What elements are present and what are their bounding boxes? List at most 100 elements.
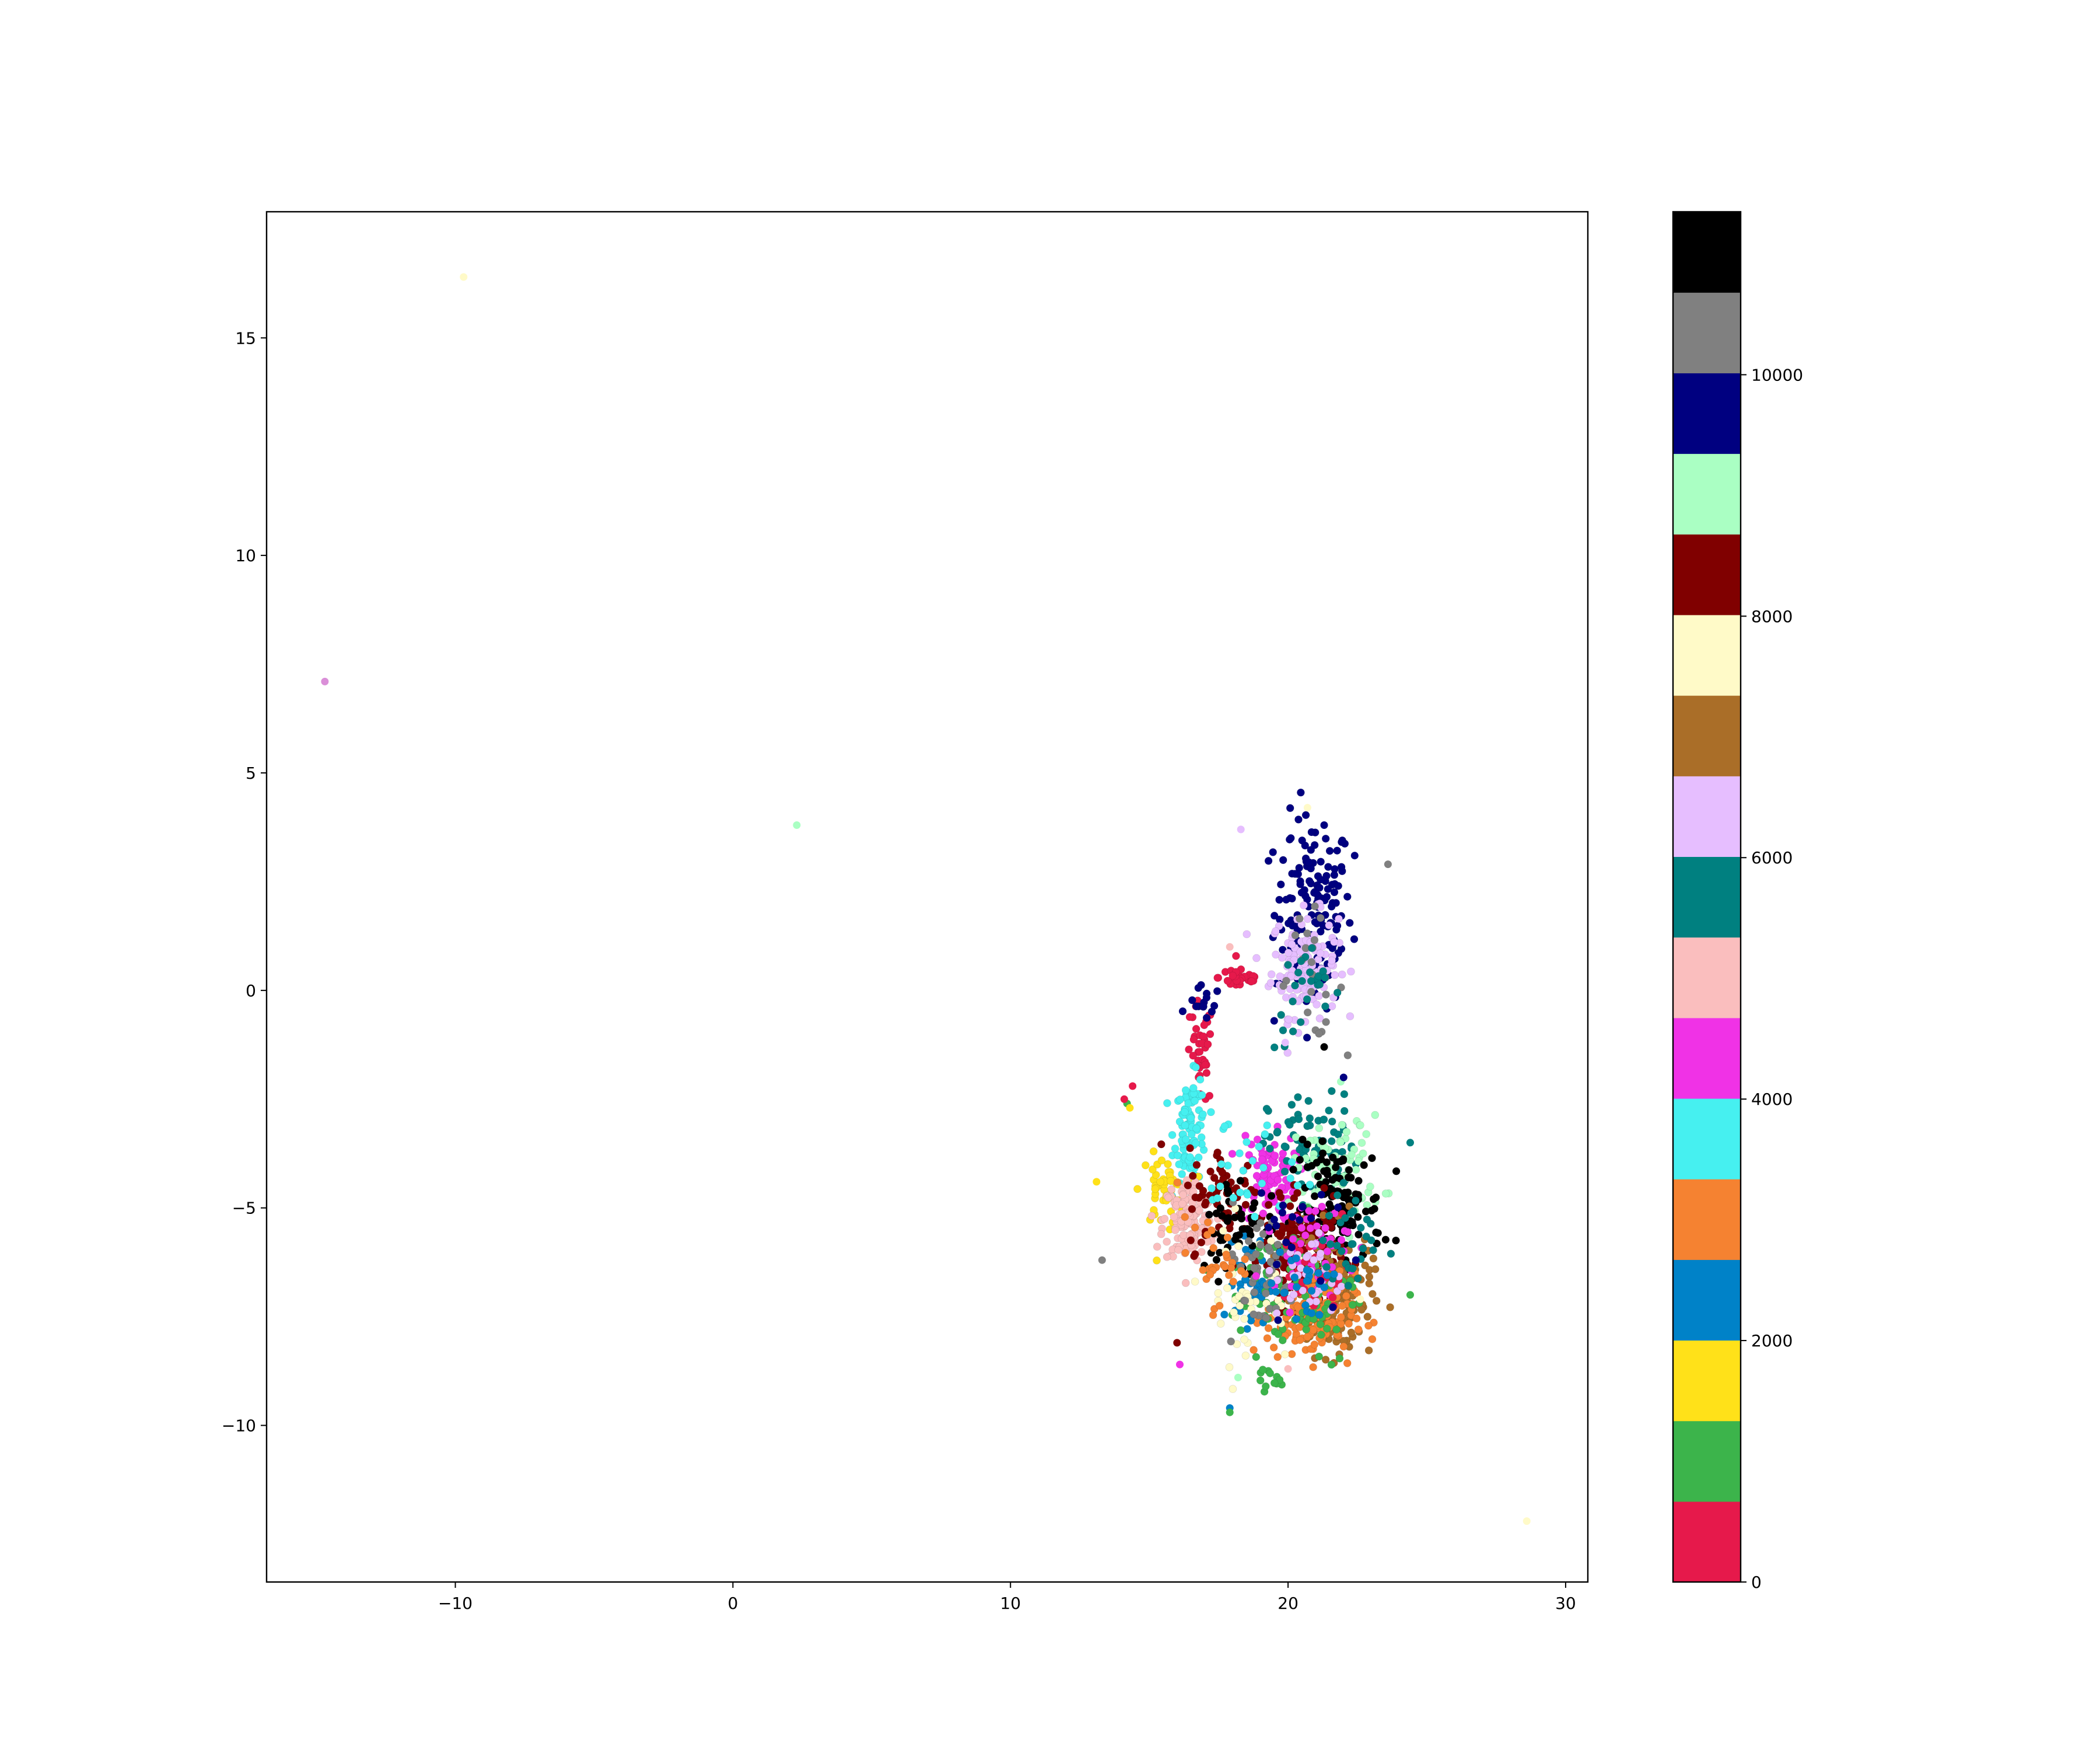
scatter-point [1316,949,1325,958]
scatter-point [1298,1203,1307,1211]
scatter-point [1235,1231,1244,1239]
scatter-point [1317,1277,1325,1285]
scatter-point [1217,1160,1226,1168]
scatter-point [1191,1193,1199,1202]
scatter-point [1225,1363,1234,1371]
scatter-point [1317,914,1325,922]
scatter-point [1332,1325,1340,1334]
scatter-point [1157,1230,1166,1238]
scatter-point [1289,922,1297,930]
scatter-point [1195,1206,1203,1214]
scatter-point [1318,1202,1326,1211]
scatter-point [1346,919,1354,927]
y-tick-label: 15 [235,328,256,348]
scatter-point [1321,834,1330,843]
scatter-point [1214,1278,1223,1286]
scatter-point [1315,1311,1324,1319]
scatter-point [1194,1153,1203,1162]
scatter-point [1352,1256,1360,1265]
scatter-point [1371,1194,1380,1202]
scatter-point [1323,1247,1332,1256]
scatter-point [1237,1266,1245,1275]
scatter-point [1264,1324,1273,1332]
colorbar-swatch [1673,292,1741,373]
scatter-point [1315,1228,1323,1237]
scatter-point [1310,1340,1319,1349]
scatter-point [1365,1279,1373,1288]
plot-area-frame [265,211,1589,1583]
scatter-point [1293,1181,1302,1189]
scatter-point [1258,1155,1266,1164]
scatter-point [1296,1156,1304,1164]
scatter-point [1189,1172,1197,1180]
scatter-point [1181,1279,1190,1287]
scatter-point [1195,1048,1204,1056]
scatter-point [1293,1189,1301,1197]
scatter-point [1186,1153,1194,1161]
x-axis: −10 0 10 20 30 [438,1582,1576,1613]
scatter-point [1303,1332,1311,1341]
scatter-point [1290,1273,1299,1282]
scatter-point [1210,1174,1219,1182]
scatter-point [1229,1278,1237,1286]
scatter-point [1293,1283,1301,1292]
scatter-point [1163,1237,1171,1246]
scatter-point [1303,804,1311,812]
scatter-point [1306,968,1314,977]
scatter-point [1181,1108,1189,1116]
scatter-point [1281,1350,1289,1359]
scatter-point [1330,871,1339,879]
scatter-point [1289,1027,1297,1035]
scatter-point [1298,836,1306,845]
scatter-point [1200,1021,1209,1030]
scatter-point [1242,930,1251,939]
scatter-point [1262,1382,1270,1391]
colorbar-swatch [1673,1098,1741,1180]
scatter-point [1266,1369,1275,1377]
scatter-point [1522,1517,1531,1525]
scatter-point [1312,889,1320,898]
scatter-point [1181,1121,1189,1129]
scatter-point [1252,1172,1261,1180]
scatter-point [460,273,468,281]
scatter-point [1362,1208,1370,1216]
scatter-point [1267,1279,1276,1287]
scatter-point [1286,1121,1294,1129]
scatter-point [1261,1130,1269,1139]
scatter-point [1174,1152,1182,1160]
scatter-point [1189,1051,1197,1060]
scatter-point [1238,1225,1247,1233]
y-axis: −10 −5 0 5 10 15 [222,328,267,1436]
scatter-point [1237,1326,1245,1335]
scatter-points-layer [321,273,1531,1525]
scatter-point [1267,1192,1276,1200]
scatter-point [1239,1167,1248,1175]
scatter-point [1250,1264,1258,1272]
scatter-point [1175,1160,1183,1168]
scatter-point [1323,1271,1331,1279]
scatter-point [1270,1017,1278,1025]
scatter-point [1315,1124,1324,1132]
scatter-point [1347,1328,1356,1337]
colorbar: 0 2000 4000 6000 8000 10000 [1672,211,1803,1592]
scatter-point [1133,1185,1142,1194]
scatter-point [1187,1130,1196,1139]
scatter-point [1164,1194,1172,1202]
scatter-point [1338,1247,1346,1255]
scatter-point [1328,1117,1336,1126]
scatter-point [1262,1104,1271,1113]
colorbar-swatch [1673,453,1741,535]
scatter-point [1286,804,1294,813]
scatter-point [1322,991,1330,999]
scatter-point [1240,1335,1248,1343]
scatter-point [1357,1224,1365,1232]
scatter-point [1216,1182,1224,1191]
scatter-point [1205,1091,1214,1100]
scatter-point [1279,856,1287,864]
colorbar-tick-label: 0 [1751,1573,1762,1592]
scatter-point [1243,1191,1252,1199]
scatter-point [1315,1352,1323,1361]
scatter-point [1256,1241,1265,1249]
scatter-point [1277,1011,1285,1019]
